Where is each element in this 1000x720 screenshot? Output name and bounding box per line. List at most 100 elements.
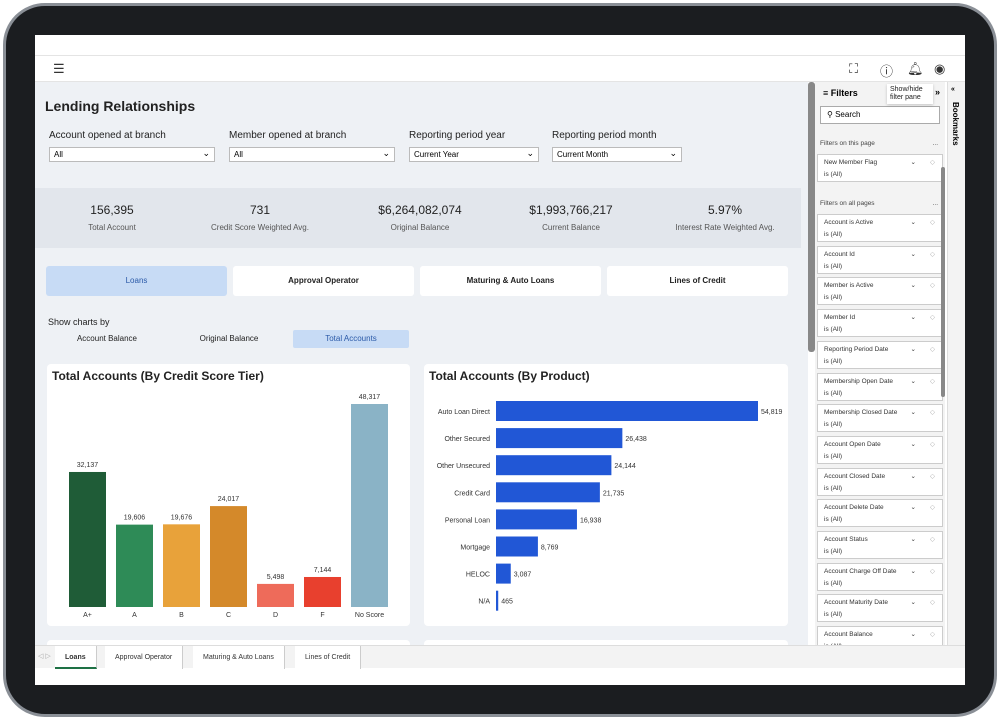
bar[interactable] <box>496 536 538 557</box>
filter-state: is (All) <box>824 357 843 365</box>
chevron-down-icon[interactable]: ⌄ <box>910 250 916 258</box>
chevron-down-icon[interactable]: ⌄ <box>910 159 916 166</box>
eraser-icon[interactable]: ◇ <box>930 377 935 385</box>
show-by-option[interactable]: Original Balance <box>199 334 259 343</box>
filter-state: is (All) <box>824 484 843 492</box>
kpi-value: 5.97% <box>707 203 743 217</box>
chevron-down-icon[interactable]: ⌄ <box>910 567 916 575</box>
filter-card[interactable]: Membership Closed Date is (All) ⌄ ◇ <box>817 404 943 433</box>
chevron-down-icon[interactable]: ⌄ <box>910 504 916 512</box>
filter-search-input[interactable]: ⚲ Search <box>820 106 940 124</box>
slicer: Reporting period year Current Year ⌄ <box>409 130 539 162</box>
chevron-down-icon: ⌄ <box>669 148 677 158</box>
show-by-option[interactable]: Account Balance <box>76 334 138 343</box>
filter-card[interactable]: Member is Active is (All) ⌄ ◇ <box>817 277 943 306</box>
nav-button[interactable]: Approval Operator <box>233 266 414 296</box>
eraser-icon[interactable]: ◇ <box>930 536 935 543</box>
chart-title: Total Accounts (By Credit Score Tier) <box>52 369 264 383</box>
chevron-down-icon[interactable]: ⌄ <box>910 440 916 448</box>
slicer-dropdown[interactable]: All ⌄ <box>229 147 395 162</box>
chevron-down-icon[interactable]: ⌄ <box>910 631 916 639</box>
bar[interactable] <box>163 524 200 607</box>
bar[interactable] <box>496 401 758 421</box>
eraser-icon[interactable]: ◇ <box>930 159 935 166</box>
show-by-label: Show charts by <box>48 317 110 327</box>
filter-card[interactable]: Reporting Period Date is (All) ⌄ ◇ <box>817 340 943 369</box>
chevron-down-icon[interactable]: ⌄ <box>910 345 916 353</box>
chevron-down-icon[interactable]: ⌄ <box>910 536 916 543</box>
eraser-icon[interactable]: ◇ <box>930 631 935 639</box>
filter-state: is (All) <box>824 516 843 524</box>
page-tab[interactable]: Maturing & Auto Loans <box>193 646 285 669</box>
filter-name: Account Open Date <box>824 440 881 448</box>
category-label: F <box>320 612 324 619</box>
page-tab[interactable]: Lines of Credit <box>295 646 362 669</box>
bar[interactable] <box>116 524 153 607</box>
bar[interactable] <box>496 590 499 611</box>
bookmarks-pane[interactable]: « Bookmarks <box>947 82 965 645</box>
eraser-icon[interactable]: ◇ <box>930 599 935 607</box>
eraser-icon[interactable]: ◇ <box>930 250 935 258</box>
bar[interactable] <box>210 506 247 607</box>
filter-card[interactable]: Account Charge Off Date is (All) ⌄ ◇ <box>817 562 943 591</box>
bell-icon[interactable]: 🔔︎ <box>907 61 924 76</box>
eraser-icon[interactable]: ◇ <box>930 440 935 448</box>
bar[interactable] <box>496 563 511 584</box>
eraser-icon[interactable]: ◇ <box>930 219 935 226</box>
kpi-card: $1,993,766,217 Current Balance <box>501 203 641 232</box>
bar[interactable] <box>496 455 612 476</box>
eraser-icon[interactable]: ◇ <box>930 314 935 322</box>
eraser-icon[interactable]: ◇ <box>930 504 935 512</box>
chevron-down-icon[interactable]: ⌄ <box>910 377 916 385</box>
filter-card[interactable]: Account Status is (All) ⌄ ◇ <box>817 531 943 559</box>
eraser-icon[interactable]: ◇ <box>930 567 935 575</box>
bar[interactable] <box>496 509 577 530</box>
filter-name: Membership Closed Date <box>824 409 898 417</box>
filter-scrollbar[interactable] <box>941 167 945 397</box>
filter-card[interactable]: Account Maturity Date is (All) ⌄ ◇ <box>817 594 943 623</box>
eraser-icon[interactable]: ◇ <box>930 282 935 290</box>
fullscreen-icon[interactable]: ⛶ <box>849 61 859 76</box>
nav-button[interactable]: Lines of Credit <box>607 266 788 296</box>
eraser-icon[interactable]: ◇ <box>930 409 935 417</box>
slicer-dropdown[interactable]: Current Year ⌄ <box>409 147 539 162</box>
page-tab[interactable]: Approval Operator <box>105 646 184 669</box>
bar[interactable] <box>257 583 294 607</box>
bar[interactable] <box>496 428 623 449</box>
chevron-down-icon[interactable]: ⌄ <box>910 282 916 290</box>
filter-card[interactable]: Account Id is (All) ⌄ ◇ <box>817 245 943 274</box>
help-icon[interactable]: ⓘ <box>880 64 894 79</box>
canvas-scrollbar[interactable] <box>808 82 815 352</box>
show-by-option[interactable]: Total Accounts <box>293 330 409 348</box>
filter-card[interactable]: Membership Open Date is (All) ⌄ ◇ <box>817 372 943 401</box>
slicer-dropdown[interactable]: Current Month ⌄ <box>552 147 682 162</box>
bar[interactable] <box>69 471 106 607</box>
account-icon[interactable]: ◉ <box>934 61 946 76</box>
expand-icon[interactable]: « <box>951 86 955 93</box>
collapse-filter-icon[interactable]: » <box>935 87 941 97</box>
filter-card[interactable]: New Member Flag is (All) ⌄ ◇ <box>817 154 943 182</box>
tab-scroll-arrows[interactable]: ◁ ▷ <box>38 653 51 660</box>
category-label: N/A <box>478 599 490 606</box>
filter-card[interactable]: Account Delete Date is (All) ⌄ ◇ <box>817 499 943 528</box>
eraser-icon[interactable]: ◇ <box>930 345 935 353</box>
chevron-down-icon[interactable]: ⌄ <box>910 219 916 226</box>
report-canvas: Lending Relationships Account opened at … <box>35 82 808 660</box>
bar[interactable] <box>351 404 388 607</box>
bar[interactable] <box>496 482 600 503</box>
filter-card[interactable]: Account is Active is (All) ⌄ ◇ <box>817 214 943 242</box>
hamburger-icon[interactable]: ☰ <box>53 61 65 76</box>
nav-button[interactable]: Loans <box>46 266 227 296</box>
chevron-down-icon[interactable]: ⌄ <box>910 599 916 607</box>
chevron-down-icon[interactable]: ⌄ <box>910 472 916 480</box>
bar[interactable] <box>304 576 341 607</box>
filter-card[interactable]: Account Open Date is (All) ⌄ ◇ <box>817 435 943 464</box>
filter-card[interactable]: Member Id is (All) ⌄ ◇ <box>817 309 943 338</box>
page-tab[interactable]: Loans <box>55 646 97 669</box>
chevron-down-icon[interactable]: ⌄ <box>910 409 916 417</box>
eraser-icon[interactable]: ◇ <box>930 472 935 480</box>
filter-card[interactable]: Account Closed Date is (All) ⌄ ◇ <box>817 467 943 496</box>
slicer-dropdown[interactable]: All ⌄ <box>49 147 215 162</box>
chevron-down-icon[interactable]: ⌄ <box>910 314 916 322</box>
nav-button[interactable]: Maturing & Auto Loans <box>420 266 601 296</box>
